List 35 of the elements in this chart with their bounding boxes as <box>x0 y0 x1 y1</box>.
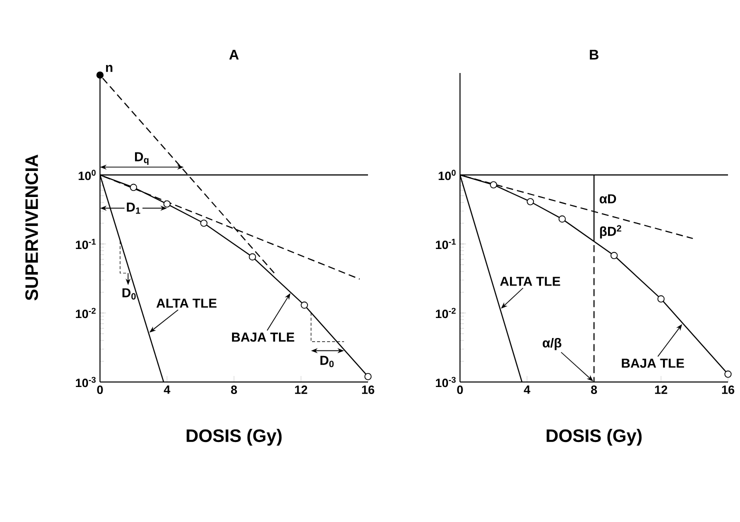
annotation: βD$^{2}$ <box>600 225 622 239</box>
annotation: α/β <box>542 338 562 350</box>
chart-title: B <box>590 50 598 60</box>
annotation: D$_{0}$ <box>122 288 136 300</box>
x-axis-title: DOSIS (Gy) <box>186 428 282 446</box>
y-tick-label: 10$^{-3}$ <box>76 376 96 388</box>
y-tick-label: 10$^{-1}$ <box>436 238 456 250</box>
y-tick-label: 10$^{-1}$ <box>76 238 96 250</box>
x-tick-label: 4 <box>164 386 170 394</box>
y-tick-label: 10$^{0}$ <box>78 170 96 180</box>
x-tick-label: 0 <box>457 386 463 394</box>
y-axis-title: SUPERVIVENCIA <box>25 154 38 300</box>
x-axis-title: DOSIS (Gy) <box>546 428 642 446</box>
annotation: D$_{1}$ <box>126 202 140 214</box>
x-tick-label: 16 <box>722 386 734 394</box>
annotation: ALTA TLE <box>156 298 217 308</box>
y-tick-label: 10$^{-2}$ <box>76 308 96 318</box>
x-tick-label: 8 <box>231 386 237 394</box>
x-tick-label: 16 <box>362 386 374 394</box>
y-tick-label: 10$^{-3}$ <box>436 376 456 388</box>
annotation: D$_{0}$ <box>320 356 334 368</box>
annotation: n <box>106 64 112 72</box>
y-tick-label: 10$^{0}$ <box>438 170 456 180</box>
x-tick-label: 4 <box>524 386 530 394</box>
annotation: αD <box>600 194 616 204</box>
y-tick-label: 10$^{-2}$ <box>436 308 456 318</box>
x-tick-label: 12 <box>655 386 668 394</box>
chart-title: A <box>229 50 239 60</box>
x-tick-label: 0 <box>97 386 103 394</box>
x-tick-label: 8 <box>591 386 597 394</box>
annotation: BAJA TLE <box>622 358 684 368</box>
annotation: D$_{q}$ <box>135 152 148 165</box>
x-tick-label: 12 <box>295 386 308 394</box>
annotation: ALTA TLE <box>500 276 560 286</box>
annotation: BAJA TLE <box>232 332 294 342</box>
